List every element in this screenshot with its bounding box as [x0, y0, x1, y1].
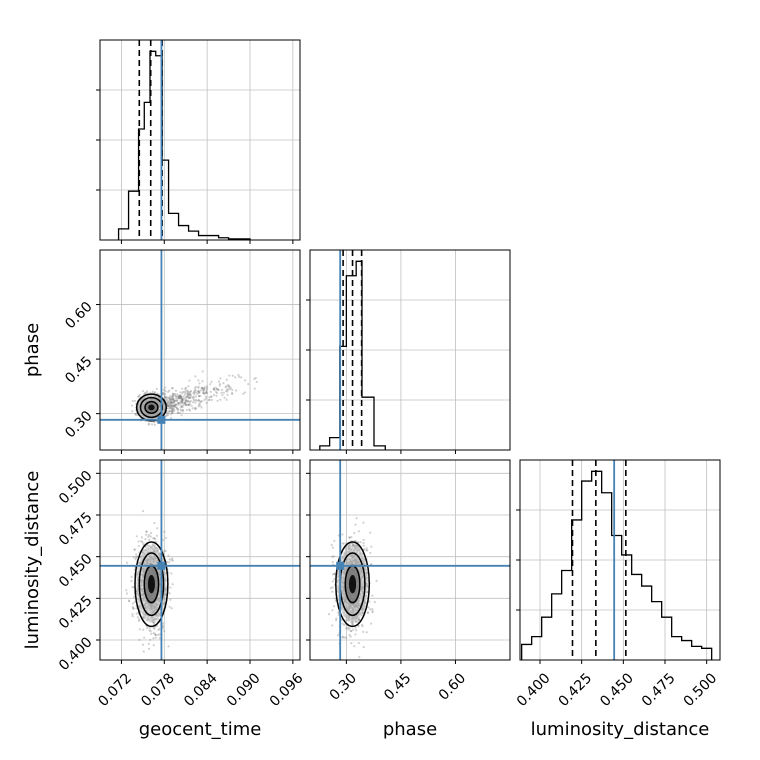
contour-line — [135, 393, 167, 422]
contour-line — [144, 400, 159, 415]
y-tick-label: 0.450 — [56, 551, 96, 591]
y-tick-label: 0.45 — [62, 353, 95, 386]
y-tick-label: 0.60 — [62, 299, 95, 332]
y-tick-label: 0.425 — [56, 593, 96, 633]
truth-marker — [336, 561, 345, 570]
contour-line — [139, 396, 164, 419]
panel-frame — [309, 249, 511, 451]
histogram-panel-phase — [306, 249, 511, 454]
panels-layer — [96, 39, 721, 664]
density-peak — [348, 575, 357, 594]
y-axis-label-luminosity-distance: luminosity_distance — [22, 471, 43, 650]
x-axis-label-phase: phase — [383, 719, 437, 740]
contour-line — [138, 552, 165, 617]
x-tick-label: 0.090 — [224, 670, 264, 710]
histogram-panel-luminosity-distance — [516, 459, 721, 664]
histogram-step — [319, 260, 386, 450]
y-tick-label: 0.500 — [56, 468, 96, 508]
x-tick-label: 0.30 — [327, 670, 360, 703]
x-axis-label-luminosity-distance: luminosity_distance — [531, 719, 710, 740]
panel-frame — [309, 459, 511, 661]
histogram-step — [521, 470, 713, 660]
x-tick-label: 0.500 — [681, 670, 721, 710]
x-tick-label: 0.60 — [436, 670, 469, 703]
x-tick-label: 0.425 — [556, 670, 596, 710]
histogram-panel-geocent-time — [96, 39, 301, 244]
histogram-step — [117, 50, 251, 240]
truth-marker — [157, 415, 166, 424]
x-tick-label: 0.450 — [597, 670, 637, 710]
truth-marker — [157, 561, 166, 570]
labels-layer: 0.400 0.425 0.450 0.475 0.5000.300.450.600.0… — [22, 299, 720, 740]
y-axis-label-phase: phase — [22, 323, 43, 377]
x-tick-label: 0.475 — [639, 670, 679, 710]
scatter-points — [327, 517, 378, 659]
x-tick-label: 0.400 — [514, 670, 554, 710]
contour-line — [335, 541, 371, 628]
panel-frame — [519, 459, 721, 661]
x-tick-label: 0.084 — [181, 670, 221, 710]
scatter-panel-phase-vs-luminosity-distance — [306, 459, 511, 664]
scatter-points — [131, 370, 258, 426]
x-tick-label: 0.45 — [381, 670, 414, 703]
panel-frame — [99, 249, 301, 451]
scatter-panel-geocent-time-vs-phase — [96, 249, 301, 454]
panel-frame — [99, 459, 301, 661]
y-tick-label: 0.475 — [56, 509, 96, 549]
y-tick-label: 0.400 — [56, 634, 96, 674]
x-tick-label: 0.078 — [138, 670, 178, 710]
contour-line — [134, 541, 169, 628]
scatter-points — [125, 510, 174, 653]
density-peak — [148, 404, 155, 411]
density-peak — [147, 575, 155, 594]
y-tick-label: 0.30 — [62, 408, 95, 441]
x-axis-label-geocent-time: geocent_time — [139, 719, 262, 740]
x-tick-label: 0.096 — [267, 670, 307, 710]
x-tick-label: 0.072 — [95, 670, 135, 710]
scatter-panel-geocent-time-vs-luminosity-distance — [96, 459, 301, 664]
panel-frame — [99, 39, 301, 241]
